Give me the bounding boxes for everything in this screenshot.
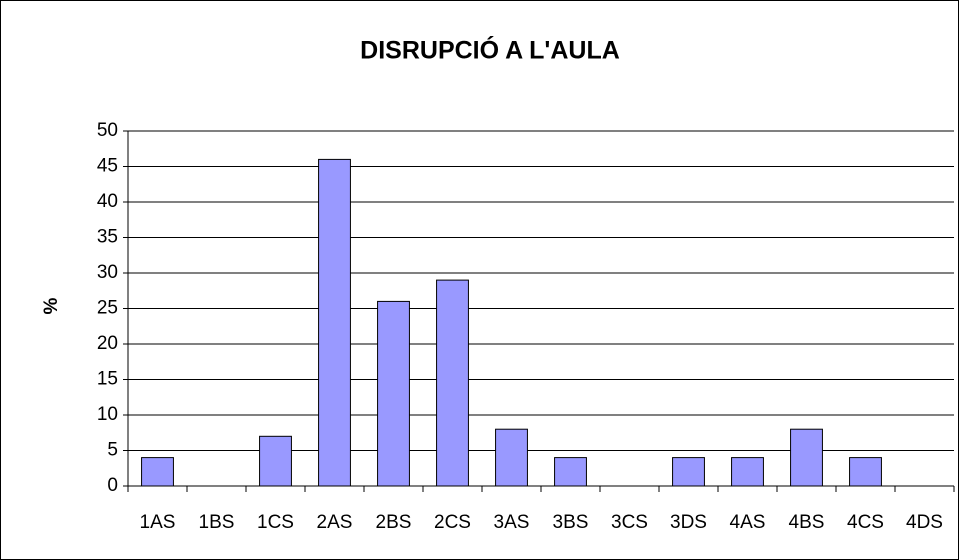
bar xyxy=(849,457,882,487)
y-tick-label: 15 xyxy=(97,369,118,390)
bar xyxy=(259,435,292,487)
x-tick-label: 4CS xyxy=(847,512,884,533)
x-tick-label: 4BS xyxy=(789,512,825,533)
y-tick-label: 50 xyxy=(97,120,118,141)
bar xyxy=(790,428,823,487)
bar xyxy=(377,300,410,487)
y-axis-label: % xyxy=(41,297,62,314)
y-tick-label: 35 xyxy=(97,227,118,248)
x-tick-label: 3DS xyxy=(670,512,707,533)
chart-title: DISRUPCIÓ A L'AULA xyxy=(360,35,620,65)
x-tick-label: 1CS xyxy=(257,512,294,533)
x-tick-label: 1AS xyxy=(140,512,176,533)
y-tick-label: 30 xyxy=(97,262,118,283)
x-tick-label: 2AS xyxy=(317,512,353,533)
bar xyxy=(495,428,528,487)
x-tick-label: 2BS xyxy=(376,512,412,533)
y-tick-label: 10 xyxy=(97,404,118,425)
bar xyxy=(141,457,174,487)
bar xyxy=(318,158,351,487)
y-tick-label: 45 xyxy=(97,156,118,177)
y-tick-label: 20 xyxy=(97,333,118,354)
y-tick-label: 40 xyxy=(97,191,118,212)
x-tick-label: 4DS xyxy=(906,512,943,533)
x-tick-label: 3CS xyxy=(611,512,648,533)
y-tick-label: 0 xyxy=(107,475,118,496)
x-tick-label: 2CS xyxy=(434,512,471,533)
y-tick-label: 5 xyxy=(107,440,118,461)
x-tick-label: 3BS xyxy=(553,512,589,533)
x-tick-label: 4AS xyxy=(730,512,766,533)
bar xyxy=(672,457,705,487)
y-tick-label: 25 xyxy=(97,298,118,319)
x-tick-label: 1BS xyxy=(199,512,235,533)
x-tick-label: 3AS xyxy=(494,512,530,533)
bar xyxy=(731,457,764,487)
bar xyxy=(436,279,469,487)
bar xyxy=(554,457,587,487)
